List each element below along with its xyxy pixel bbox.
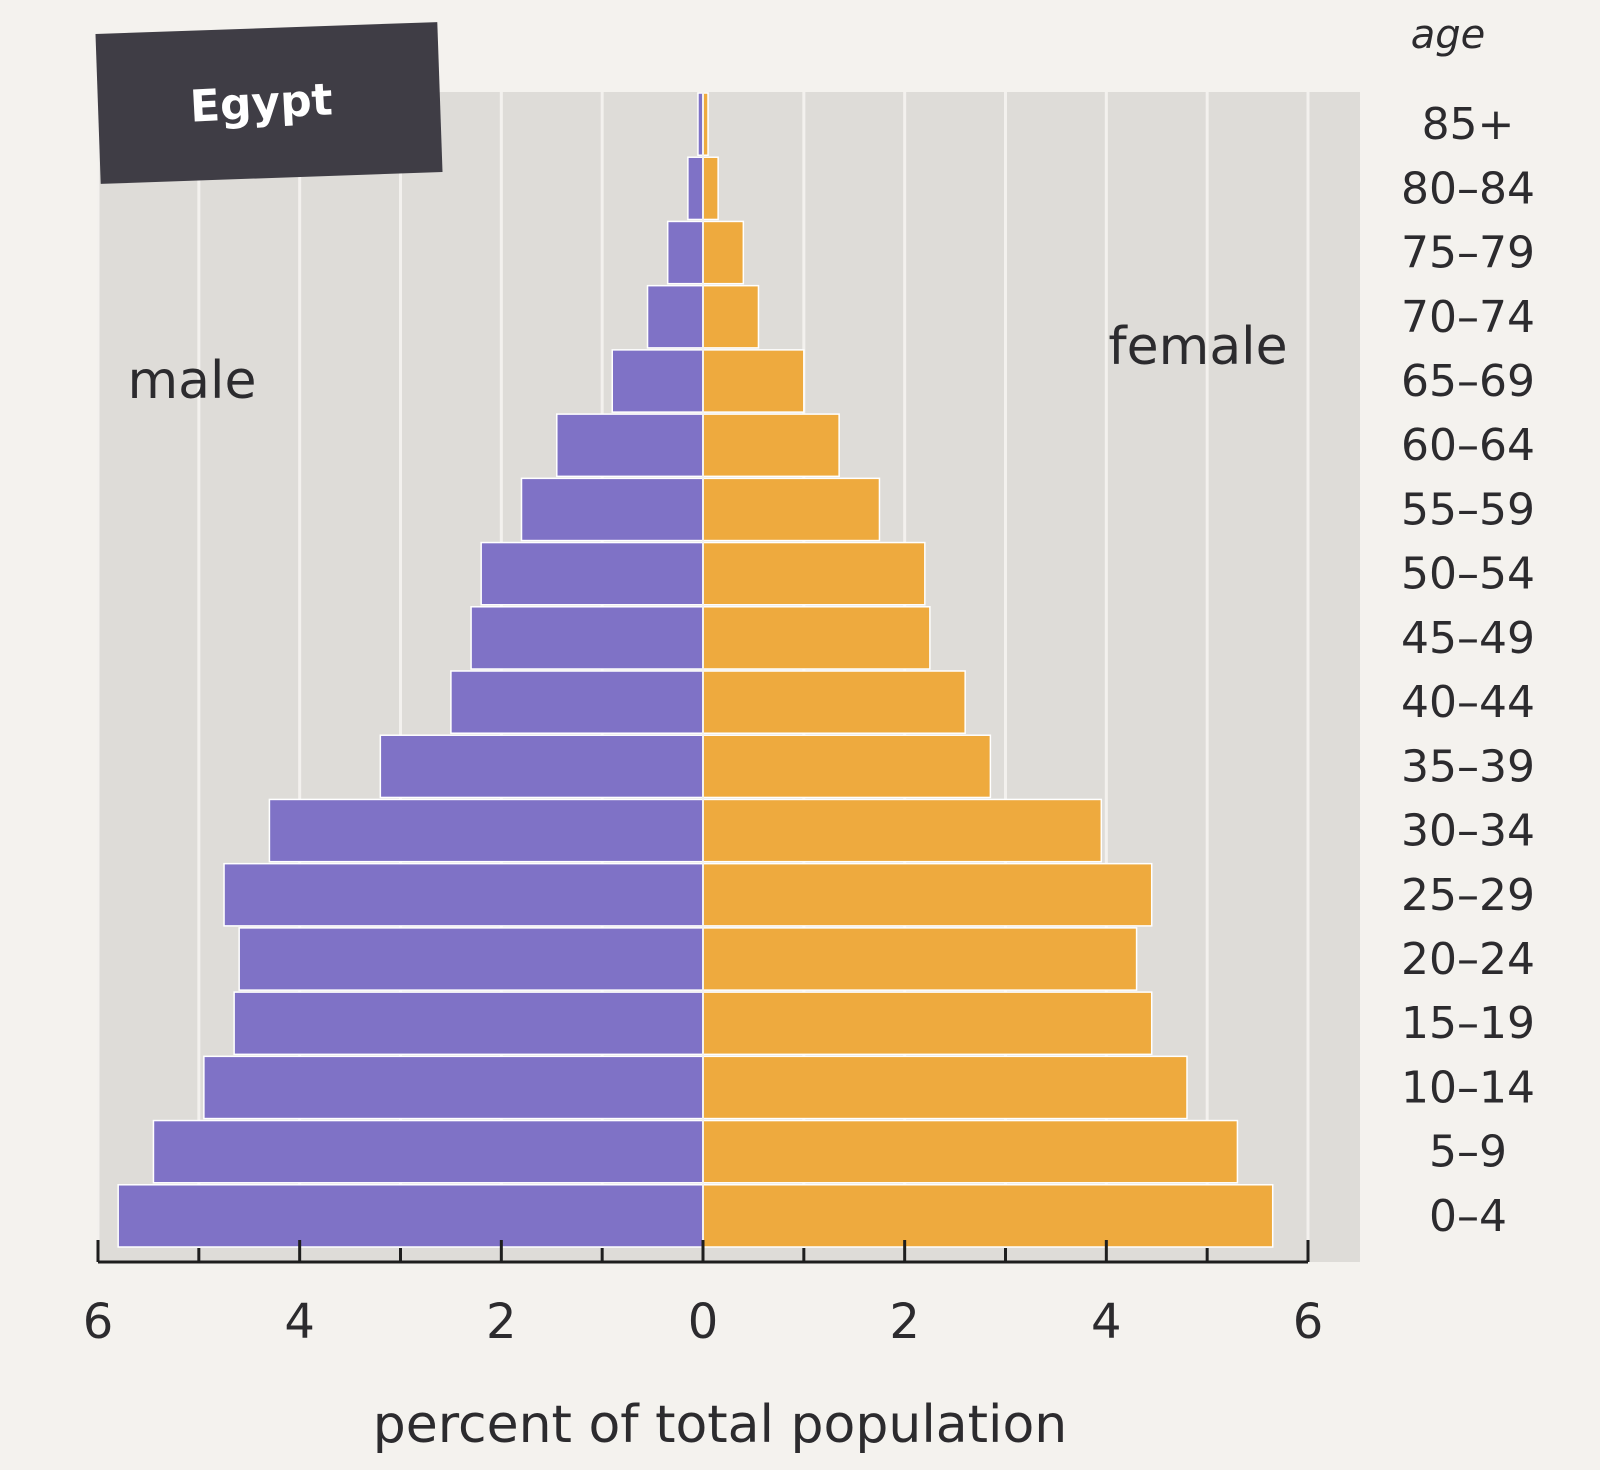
bar-male: [203, 1055, 704, 1120]
bar-male: [520, 477, 704, 542]
bar-female: [702, 413, 840, 478]
age-label: 30–34: [1401, 806, 1535, 857]
bar-male: [223, 862, 704, 927]
bar-male: [268, 798, 704, 863]
age-label: 85+: [1422, 99, 1515, 150]
bar-female: [702, 284, 760, 349]
age-label: 45–49: [1401, 613, 1535, 664]
age-label: 60–64: [1401, 420, 1535, 471]
bar-female: [702, 1184, 1274, 1248]
x-tick-label: 2: [889, 1294, 920, 1350]
bar-female: [702, 734, 992, 799]
age-axis-title: age: [1411, 12, 1486, 58]
x-tick-label: 6: [1293, 1294, 1324, 1350]
bar-male: [687, 156, 704, 221]
age-label: 75–79: [1401, 228, 1535, 279]
bar-female: [702, 1055, 1188, 1120]
bar-male: [117, 1184, 704, 1248]
age-label: 10–14: [1401, 1062, 1535, 1113]
bar-female: [702, 927, 1138, 991]
bar-male: [611, 349, 704, 413]
bar-female: [702, 991, 1153, 1056]
x-axis: 6 4 2 0 2 4 6: [83, 1240, 1324, 1350]
gridlines: [96, 92, 1310, 1248]
age-label: 70–74: [1401, 292, 1535, 343]
age-label: 80–84: [1401, 163, 1535, 214]
chart-title: Egypt: [189, 74, 334, 132]
age-labels: 85+ 80–84 75–79 70–74 65–69 60–64 55–59 50–54 45…: [1401, 99, 1535, 1242]
bar-male: [233, 991, 704, 1056]
bar-female: [702, 541, 926, 606]
bar-female: [702, 606, 931, 670]
bar-male: [480, 541, 704, 606]
age-label: 20–24: [1401, 934, 1535, 985]
age-label: 65–69: [1401, 356, 1535, 407]
age-label: 40–44: [1401, 677, 1535, 728]
title-box: [95, 22, 443, 184]
bar-female: [702, 349, 805, 413]
series-label-male: male: [128, 351, 257, 411]
age-label: 50–54: [1401, 549, 1535, 600]
age-label: 25–29: [1401, 870, 1535, 921]
bar-female: [702, 670, 966, 734]
bar-female: [702, 862, 1153, 927]
x-tick-label: 4: [284, 1294, 315, 1350]
bar-female: [702, 156, 719, 221]
bar-male: [646, 284, 704, 349]
x-tick-label: 4: [1091, 1294, 1122, 1350]
bar-male: [666, 220, 704, 285]
series-label-female: female: [1108, 317, 1287, 377]
bar-male: [379, 734, 704, 799]
bar-female: [702, 220, 745, 285]
bars-group: [117, 92, 1274, 1248]
bar-male: [470, 606, 704, 670]
x-tick-label: 0: [688, 1294, 719, 1350]
bar-male: [450, 670, 704, 734]
age-label: 15–19: [1401, 998, 1535, 1049]
bar-male: [238, 927, 704, 991]
x-tick-label: 6: [83, 1294, 114, 1350]
bar-male: [152, 1119, 704, 1184]
bar-male: [556, 413, 704, 478]
bar-female: [702, 1119, 1239, 1184]
bar-female: [702, 798, 1103, 863]
age-label: 35–39: [1401, 741, 1535, 792]
x-tick-label: 2: [486, 1294, 517, 1350]
age-label: 0–4: [1429, 1191, 1507, 1242]
x-axis-title: percent of total population: [373, 1395, 1067, 1455]
age-label: 5–9: [1429, 1127, 1507, 1178]
bar-female: [702, 477, 881, 542]
age-label: 55–59: [1401, 484, 1535, 535]
